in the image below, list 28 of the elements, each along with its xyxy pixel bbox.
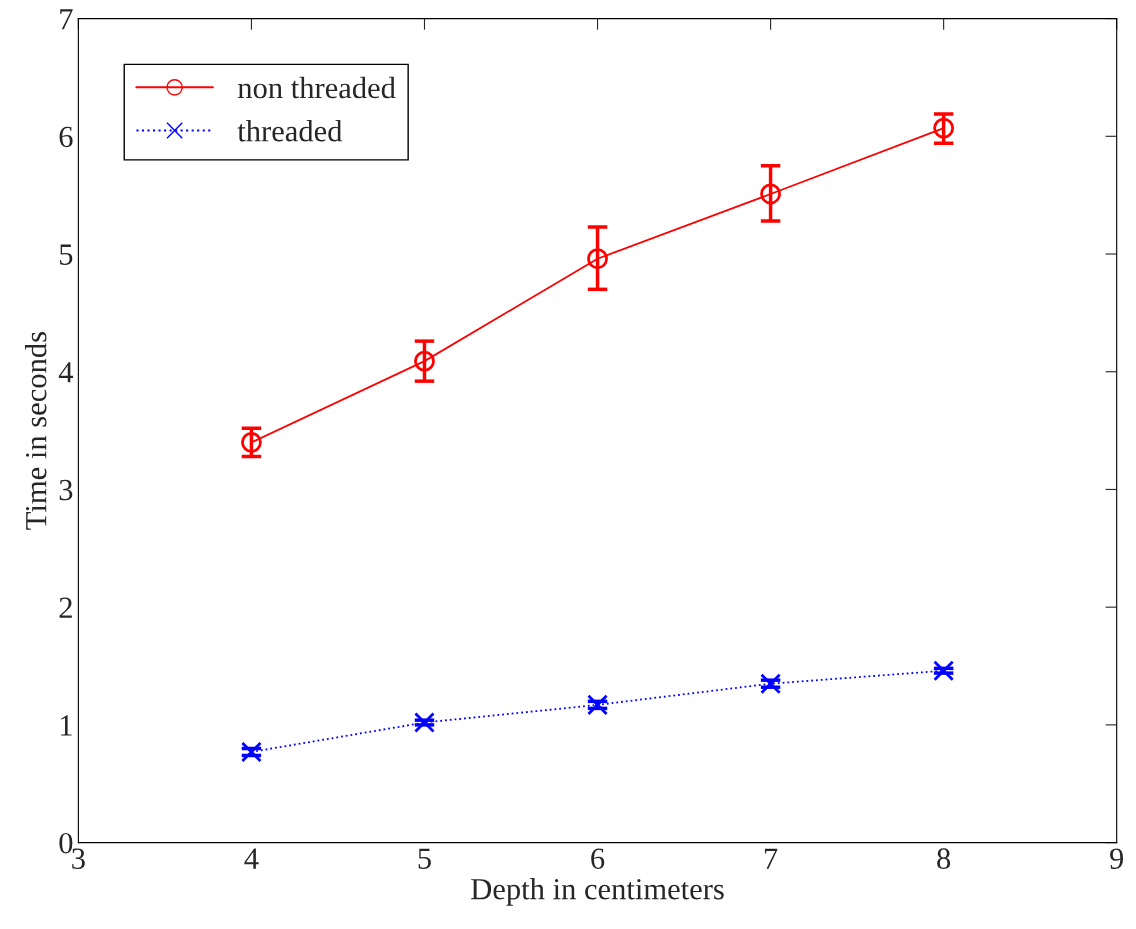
y-tick-label: 1 (60, 715, 72, 736)
y-tick-label: 0 (59, 832, 73, 854)
point (760, 673, 781, 695)
point (414, 712, 435, 733)
y-tick-label: 6 (59, 126, 73, 148)
y-tick-label: 5 (60, 244, 73, 265)
x-axis-title: Depth in centimeters (471, 877, 724, 906)
point (587, 694, 608, 716)
point (414, 350, 435, 372)
point (933, 117, 955, 139)
x-tick-label: 4 (244, 848, 259, 869)
y-axis-title: Time in seconds (24, 332, 47, 530)
x-tick-label: 8 (937, 848, 951, 869)
y-tick-label: 3 (59, 479, 73, 501)
legend-label: non threaded (237, 76, 396, 99)
point (241, 741, 262, 763)
point (933, 660, 955, 682)
x-tick-label: 5 (418, 848, 431, 869)
legend-label: threaded (237, 120, 343, 142)
x-tick-label: 7 (764, 848, 778, 869)
y-tick-label: 4 (58, 362, 74, 383)
y-tick-label: 7 (60, 9, 73, 30)
point (760, 183, 781, 205)
x-tick-label: 9 (1110, 848, 1124, 869)
x-tick-label: 6 (591, 848, 605, 869)
point (241, 431, 262, 453)
point (587, 248, 608, 270)
y-tick-label: 2 (59, 597, 72, 618)
